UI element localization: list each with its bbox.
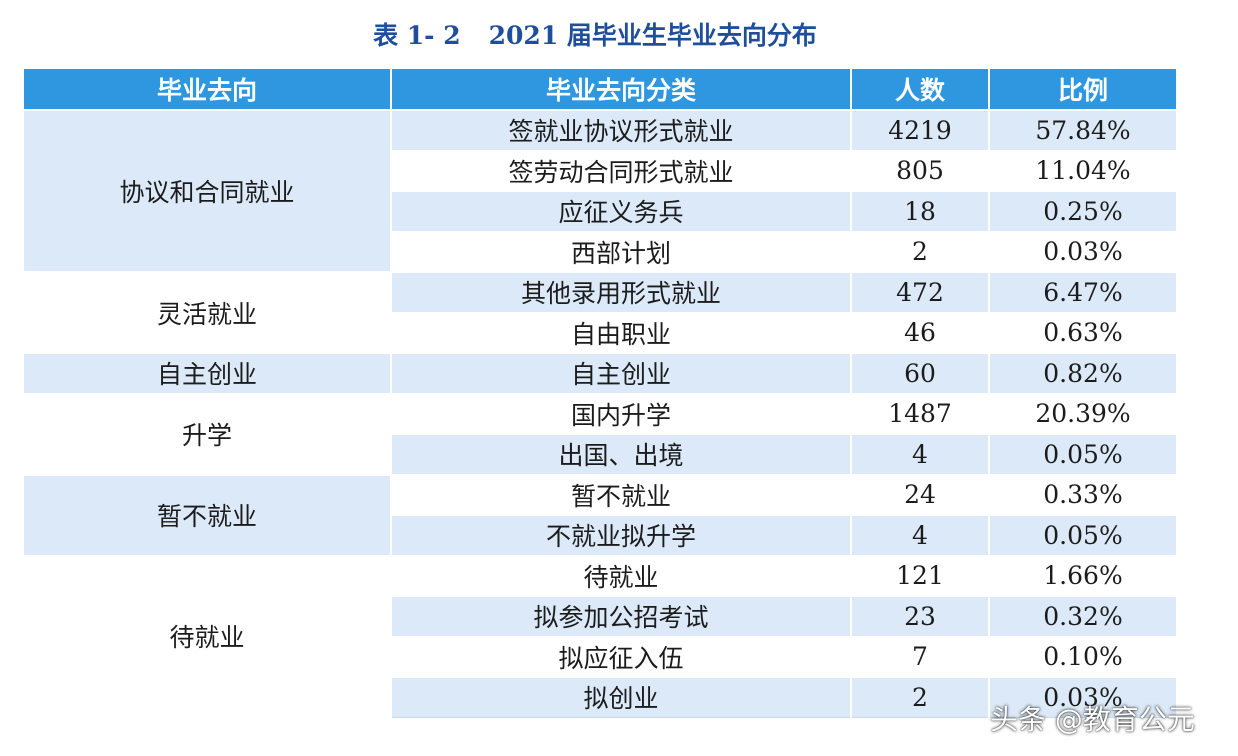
table-row: 暂不就业 暂不就业 24 0.33% xyxy=(22,473,1178,557)
ratio-cell: 0.05% xyxy=(988,514,1178,557)
subcategory-cell: 国内升学 xyxy=(390,392,852,435)
ratio-cell: 57.84% xyxy=(988,109,1178,152)
table-row: 拟创业 2 0.03% xyxy=(23,676,1178,718)
table-body: 协议和合同就业 签就业协议形式就业 4219 57.84% 签劳动合同形式就业 805 11… xyxy=(22,109,1178,718)
table-number: 表 1- 2 xyxy=(373,21,461,50)
table-row: 签劳动合同形式就业 805 11.04% xyxy=(23,149,1178,192)
ratio-cell: 0.03% xyxy=(988,676,1178,718)
subcategory-cell: 自由职业 xyxy=(390,311,852,354)
ratio-cell: 0.10% xyxy=(988,635,1178,678)
subcategory-cell: 拟参加公招考试 xyxy=(390,595,852,638)
ratio-cell: 6.47% xyxy=(988,271,1178,314)
subcategory-cell: 其他录用形式就业 xyxy=(390,271,852,314)
table-row: 协议和合同就业 签就业协议形式就业 4219 57.84% xyxy=(22,109,1178,273)
subcategory-cell: 不就业拟升学 xyxy=(390,514,852,557)
category-cell: 灵活就业 xyxy=(22,271,392,354)
ratio-cell: 0.03% xyxy=(988,230,1178,273)
ratio-cell: 11.04% xyxy=(988,149,1178,192)
table-row: 应征义务兵 18 0.25% xyxy=(23,190,1178,233)
ratio-cell: 0.63% xyxy=(988,311,1178,354)
subcategory-cell: 自主创业 xyxy=(390,352,852,395)
count-cell: 60 xyxy=(850,352,990,395)
subcategory-cell: 待就业 xyxy=(390,554,852,597)
subcategory-cell: 暂不就业 xyxy=(390,473,852,516)
count-cell: 24 xyxy=(850,473,990,516)
subcategory-cell: 出国、出境 xyxy=(390,433,852,476)
subcategory-cell: 签就业协议形式就业 xyxy=(390,109,852,152)
table-row: 自主创业 自主创业 60 0.82% xyxy=(22,352,1178,395)
table-header-row: 毕业去向 毕业去向分类 人数 比例 xyxy=(22,67,1178,111)
count-cell: 2 xyxy=(850,230,990,273)
table-row: 升学 国内升学 1487 20.39% xyxy=(22,392,1178,476)
header-count: 人数 xyxy=(850,67,990,111)
table-row: 拟参加公招考试 23 0.32% xyxy=(23,595,1178,638)
ratio-cell: 20.39% xyxy=(988,392,1178,435)
ratio-cell: 0.33% xyxy=(988,473,1178,516)
ratio-cell: 0.82% xyxy=(988,352,1178,395)
ratio-cell: 0.32% xyxy=(988,595,1178,638)
count-cell: 18 xyxy=(850,190,990,233)
subcategory-cell: 拟应征入伍 xyxy=(390,635,852,678)
count-cell: 2 xyxy=(850,676,990,718)
count-cell: 23 xyxy=(850,595,990,638)
ratio-cell: 0.25% xyxy=(988,190,1178,233)
count-cell: 4219 xyxy=(850,109,990,152)
table-row: 灵活就业 其他录用形式就业 472 6.47% xyxy=(22,271,1178,354)
category-cell: 暂不就业 xyxy=(22,473,392,557)
table-row: 拟应征入伍 7 0.10% xyxy=(23,635,1178,678)
ratio-cell: 1.66% xyxy=(988,554,1178,597)
watermark: 头条 @教育公元 xyxy=(990,703,1195,736)
category-cell: 升学 xyxy=(22,392,392,476)
count-cell: 805 xyxy=(850,149,990,192)
category-cell: 自主创业 xyxy=(22,352,392,395)
table-title: 2021 届毕业生毕业去向分布 xyxy=(488,21,817,50)
subcategory-cell: 应征义务兵 xyxy=(390,190,852,233)
count-cell: 46 xyxy=(850,311,990,354)
subcategory-cell: 拟创业 xyxy=(390,676,852,718)
category-cell: 待就业 xyxy=(22,554,392,718)
table-row: 待就业 待就业 121 1.66% xyxy=(22,554,1178,718)
table-row: 自由职业 46 0.63% xyxy=(23,311,1178,354)
table-row: 西部计划 2 0.03% xyxy=(23,230,1178,273)
graduate-destination-table: 毕业去向 毕业去向分类 人数 比例 协议和合同就业 签就业协议形式就业 4219 57… xyxy=(22,67,1178,718)
count-cell: 472 xyxy=(850,271,990,314)
table-row: 出国、出境 4 0.05% xyxy=(23,433,1178,476)
count-cell: 121 xyxy=(850,554,990,597)
header-ratio: 比例 xyxy=(988,67,1178,111)
count-cell: 1487 xyxy=(850,392,990,435)
subcategory-cell: 西部计划 xyxy=(390,230,852,273)
header-subcategory: 毕业去向分类 xyxy=(390,67,852,111)
count-cell: 4 xyxy=(850,433,990,476)
count-cell: 4 xyxy=(850,514,990,557)
category-cell: 协议和合同就业 xyxy=(22,109,392,273)
ratio-cell: 0.05% xyxy=(988,433,1178,476)
header-category: 毕业去向 xyxy=(22,67,392,111)
count-cell: 7 xyxy=(850,635,990,678)
table-row: 不就业拟升学 4 0.05% xyxy=(23,514,1178,557)
subcategory-cell: 签劳动合同形式就业 xyxy=(390,149,852,192)
table-caption: 表 1- 2 2021 届毕业生毕业去向分布 xyxy=(0,14,1190,58)
